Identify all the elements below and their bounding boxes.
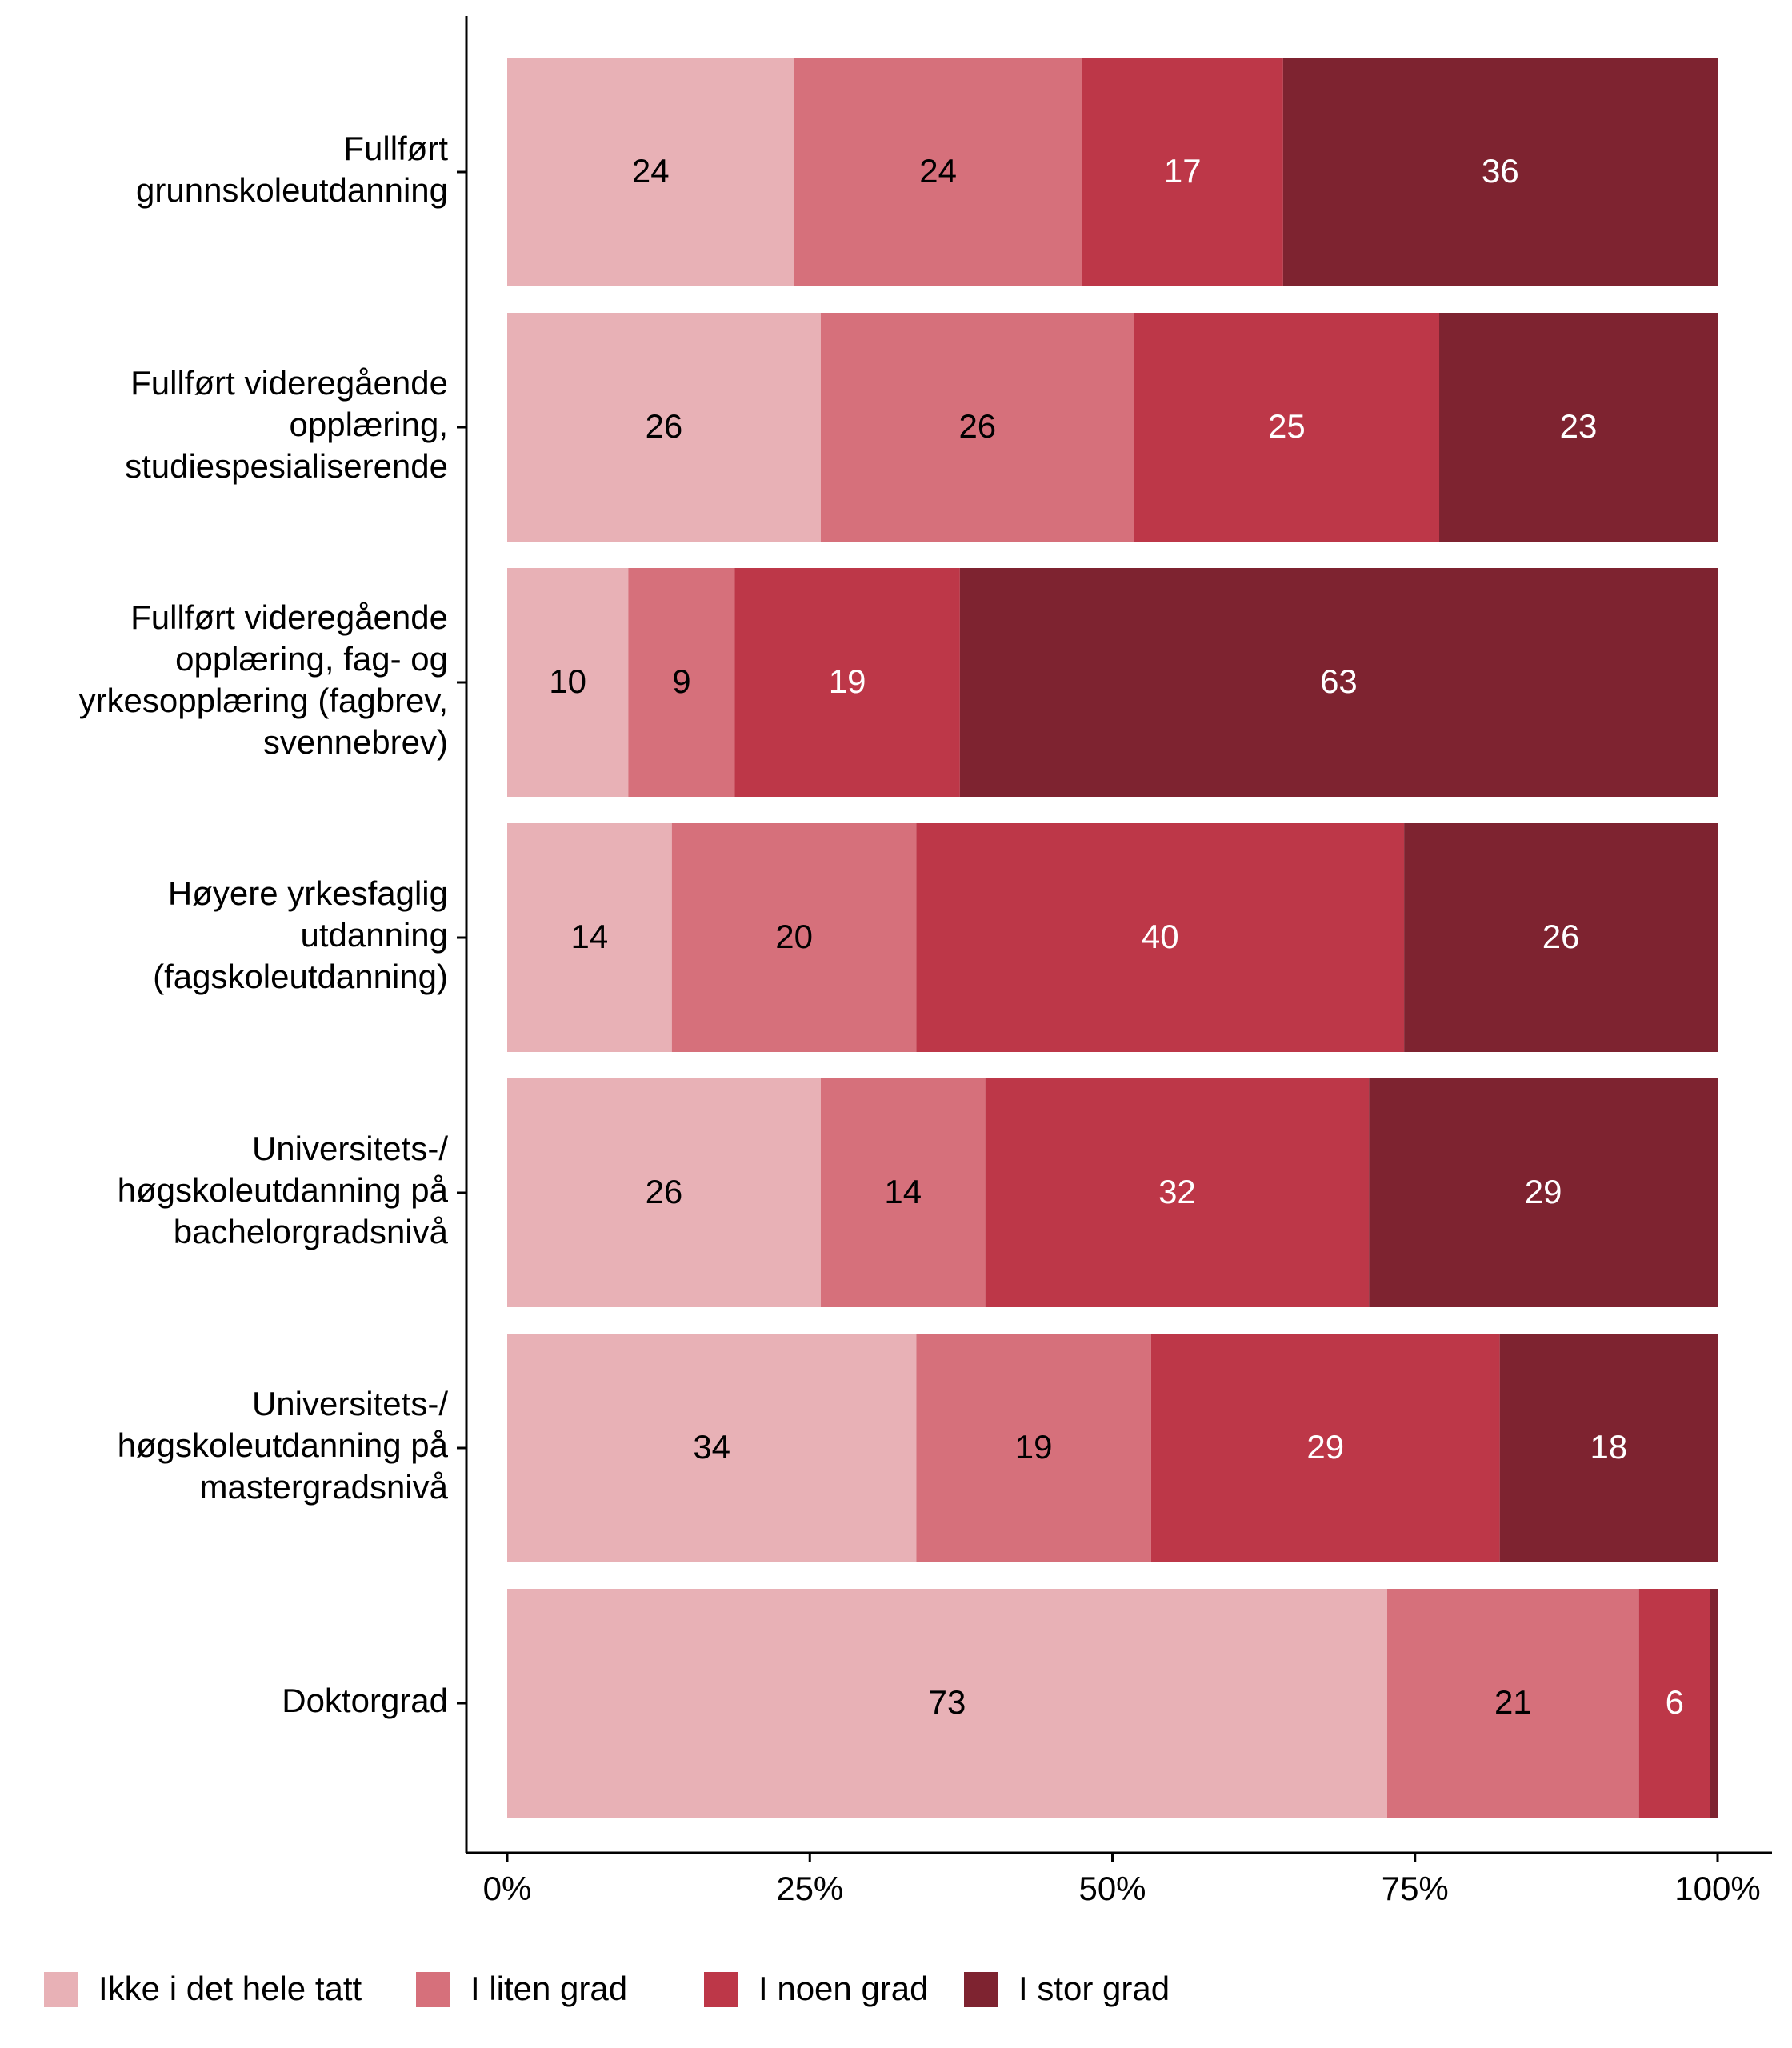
- bar-segment: [507, 1078, 821, 1307]
- legend-key: [964, 1972, 998, 2007]
- x-tick-label: 50%: [1078, 1870, 1146, 1907]
- y-tick-label: opplæring, fag- og: [175, 640, 448, 678]
- y-tick-label: bachelorgradsnivå: [174, 1213, 449, 1250]
- data-label: 36: [1482, 152, 1519, 190]
- bar-segment: [1150, 1334, 1500, 1562]
- bar-segment: [1439, 313, 1718, 542]
- y-tick-label: opplæring,: [290, 406, 448, 443]
- data-label: 19: [1015, 1428, 1053, 1466]
- bar-segment: [820, 313, 1134, 542]
- data-label: 20: [775, 918, 813, 955]
- bar-segment: [820, 1078, 986, 1307]
- y-tick-label: Fullført videregående: [130, 364, 448, 402]
- legend-key: [44, 1972, 78, 2007]
- x-tick-label: 25%: [776, 1870, 843, 1907]
- y-tick-label: Høyere yrkesfaglig: [168, 874, 448, 912]
- legend-label: I stor grad: [1018, 1970, 1170, 2007]
- bar-segment: [1134, 313, 1440, 542]
- data-label: 34: [693, 1428, 730, 1466]
- bar-segment: [507, 1334, 917, 1562]
- bar-segment: [1282, 58, 1718, 286]
- legend-key: [704, 1972, 738, 2007]
- data-label: 17: [1164, 152, 1202, 190]
- y-tick-label: utdanning: [300, 916, 448, 954]
- x-tick-label: 100%: [1674, 1870, 1760, 1907]
- bar-segment: [1638, 1589, 1710, 1818]
- data-label: 25: [1268, 407, 1306, 445]
- bar-segment: [959, 568, 1718, 797]
- legend-label: I liten grad: [470, 1970, 627, 2007]
- data-label: 40: [1142, 918, 1179, 955]
- bar-segment: [916, 1334, 1151, 1562]
- bar-segment: [507, 1589, 1387, 1818]
- data-label: 18: [1590, 1428, 1627, 1466]
- y-tick-label: Fullført: [343, 130, 448, 167]
- data-label: 29: [1306, 1428, 1344, 1466]
- y-tick-label: mastergradsnivå: [200, 1468, 449, 1506]
- bar-segment: [1369, 1078, 1718, 1307]
- bar-segment: [1386, 1589, 1639, 1818]
- bar-segment: [734, 568, 960, 797]
- bar-segment: [1710, 1589, 1718, 1818]
- data-label: 26: [1542, 918, 1580, 955]
- y-tick-label: yrkesopplæring (fagbrev,: [79, 682, 448, 719]
- data-label: 73: [929, 1683, 966, 1721]
- data-label: 23: [1560, 407, 1598, 445]
- bar-segment: [794, 58, 1082, 286]
- bar-segment: [1404, 823, 1718, 1052]
- y-tick-label: studiespesialiserende: [125, 447, 448, 485]
- bar-segment: [507, 568, 629, 797]
- data-label: 63: [1320, 662, 1358, 700]
- legend-label: I noen grad: [758, 1970, 929, 2007]
- data-label: 26: [646, 407, 683, 445]
- x-tick-label: 0%: [483, 1870, 532, 1907]
- y-tick-label: høgskoleutdanning på: [118, 1426, 449, 1464]
- data-label: 14: [884, 1173, 922, 1210]
- y-tick-label: Universitets-/: [252, 1385, 448, 1422]
- bar-segment: [985, 1078, 1370, 1307]
- y-tick-label: Fullført videregående: [130, 598, 448, 636]
- data-label: 19: [829, 662, 866, 700]
- y-tick-label: Universitets-/: [252, 1130, 448, 1167]
- data-label: 26: [646, 1173, 683, 1210]
- y-tick-label: Doktorgrad: [282, 1682, 448, 1719]
- bar-segment: [916, 823, 1405, 1052]
- bar-segment: [628, 568, 735, 797]
- y-tick-label: (fagskoleutdanning): [153, 958, 448, 995]
- x-tick-label: 75%: [1382, 1870, 1449, 1907]
- legend-label: Ikke i det hele tatt: [98, 1970, 362, 2007]
- bar-segment: [507, 823, 672, 1052]
- data-label: 32: [1158, 1173, 1196, 1210]
- data-label: 24: [919, 152, 957, 190]
- legend-key: [416, 1972, 450, 2007]
- data-label: 24: [632, 152, 670, 190]
- data-label: 6: [1666, 1683, 1684, 1721]
- bar-segment: [671, 823, 917, 1052]
- data-label: 14: [571, 918, 609, 955]
- data-label: 10: [549, 662, 586, 700]
- y-tick-label: svennebrev): [263, 723, 448, 761]
- data-label: 9: [672, 662, 690, 700]
- data-label: 26: [958, 407, 996, 445]
- bar-segment: [1499, 1334, 1718, 1562]
- y-tick-label: grunnskoleutdanning: [136, 171, 448, 209]
- y-tick-label: høgskoleutdanning på: [118, 1171, 449, 1209]
- data-label: 21: [1494, 1683, 1532, 1721]
- bar-segment: [507, 313, 821, 542]
- bar-segment: [1082, 58, 1283, 286]
- bar-segment: [507, 58, 794, 286]
- data-label: 29: [1525, 1173, 1562, 1210]
